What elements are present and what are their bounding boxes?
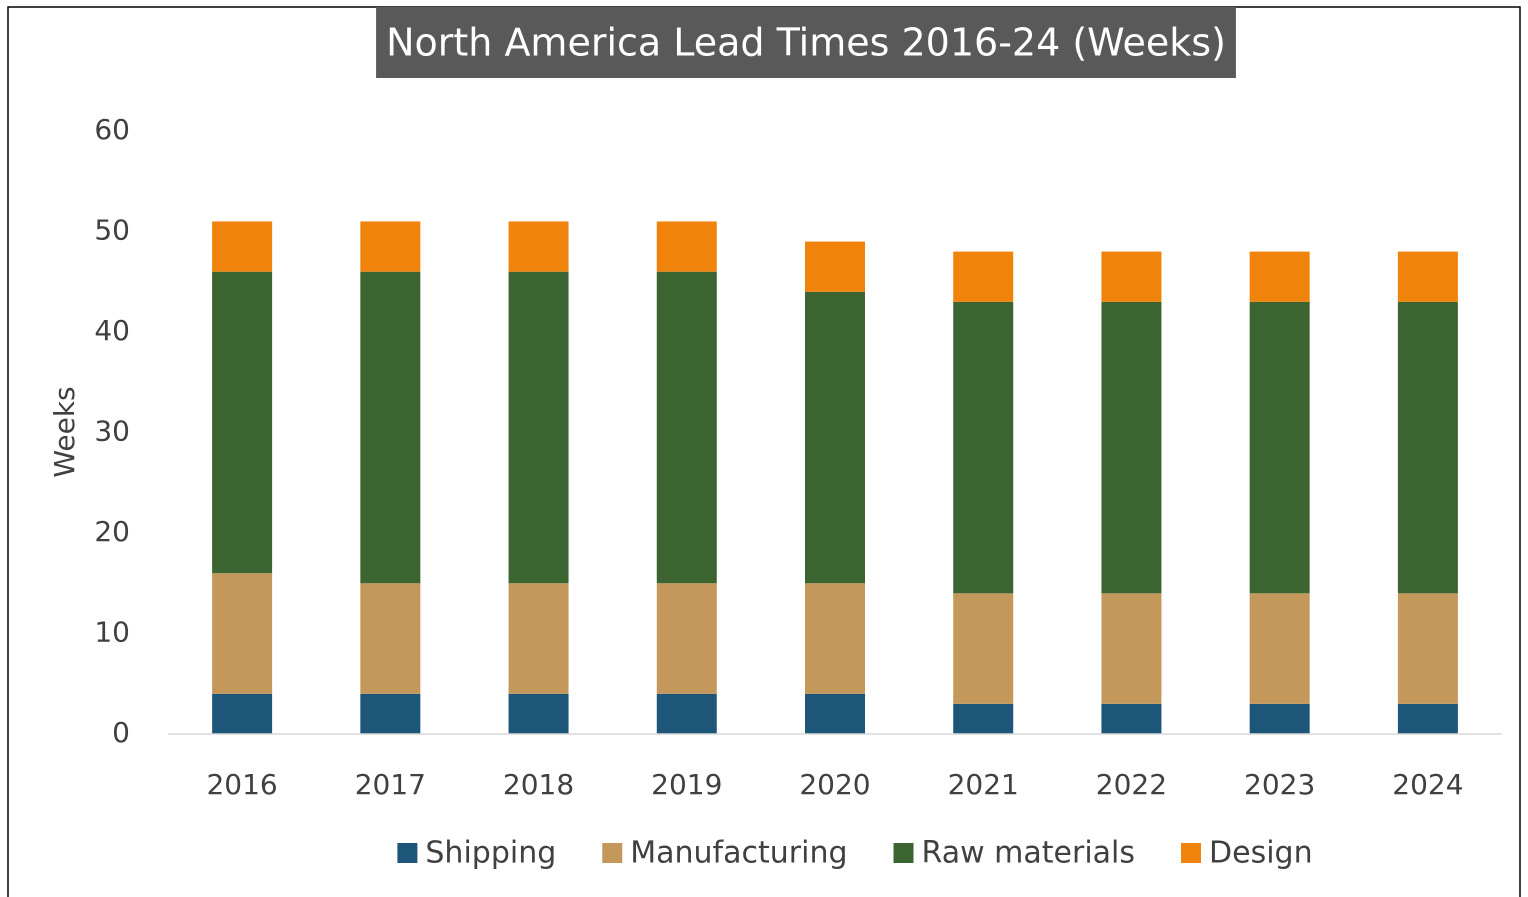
chart-title: North America Lead Times 2016-24 (Weeks) — [386, 21, 1226, 65]
title-background — [376, 7, 1236, 78]
bar-segment — [1397, 301, 1458, 594]
y-tick-label: 20 — [94, 515, 130, 548]
bar-segment — [1101, 703, 1162, 734]
bar-segment — [1101, 301, 1162, 594]
legend-label: Raw materials — [922, 836, 1136, 871]
legend-label: Manufacturing — [630, 836, 847, 871]
legend-swatch — [397, 843, 418, 863]
bar-segment — [1249, 593, 1310, 704]
legend-swatch — [1181, 843, 1202, 863]
bar-segment — [805, 291, 865, 584]
bar-segment — [1249, 301, 1310, 594]
bar-segment — [360, 583, 421, 694]
x-tick-label: 2022 — [1096, 768, 1167, 801]
bar-segment — [508, 693, 569, 734]
bar-segment — [508, 583, 569, 694]
bar-segment — [1397, 593, 1458, 704]
bar-segment — [1101, 251, 1162, 302]
x-tick-label: 2021 — [948, 768, 1019, 801]
bar-segment — [212, 271, 273, 574]
x-tick-label: 2018 — [503, 768, 574, 801]
bar-segment — [1397, 703, 1458, 734]
bar-segment — [1101, 593, 1162, 704]
bar-segment — [656, 583, 717, 694]
legend-label: Shipping — [425, 836, 556, 871]
legend-label: Design — [1209, 836, 1313, 871]
bar-segment — [1249, 703, 1310, 734]
y-tick-label: 60 — [94, 113, 130, 146]
y-axis-label: Weeks — [48, 386, 81, 477]
bar-segment — [953, 593, 1014, 704]
bar-segment — [360, 221, 421, 272]
legend-swatch — [602, 843, 623, 863]
bar-segment — [656, 221, 717, 272]
y-tick-label: 50 — [94, 214, 130, 247]
bar-segment — [1397, 251, 1458, 302]
y-tick-label: 40 — [94, 314, 130, 347]
bar-segment — [805, 693, 865, 734]
x-tick-label: 2023 — [1244, 768, 1315, 801]
bar-segment — [212, 693, 273, 734]
bar-segment — [212, 573, 273, 694]
bar-segment — [360, 693, 421, 734]
x-tick-label: 2024 — [1392, 768, 1463, 801]
bar-segment — [656, 693, 717, 734]
legend-swatch — [893, 843, 914, 863]
y-tick-label: 10 — [94, 616, 130, 649]
bar-segment — [953, 301, 1014, 594]
y-tick-label: 0 — [112, 716, 130, 749]
bar-segment — [1249, 251, 1310, 302]
bar-segment — [805, 583, 865, 694]
bar-segment — [953, 251, 1014, 302]
bar-segment — [656, 271, 717, 584]
bar-segment — [212, 221, 273, 272]
x-tick-label: 2017 — [355, 768, 426, 801]
y-tick-label: 30 — [94, 415, 130, 448]
bar-segment — [953, 703, 1014, 734]
bar-segment — [805, 241, 865, 292]
x-tick-label: 2016 — [206, 768, 277, 801]
bar-segment — [508, 221, 569, 272]
bar-segment — [508, 271, 569, 584]
x-tick-label: 2019 — [651, 768, 722, 801]
x-tick-label: 2020 — [799, 768, 870, 801]
bar-segment — [360, 271, 421, 584]
